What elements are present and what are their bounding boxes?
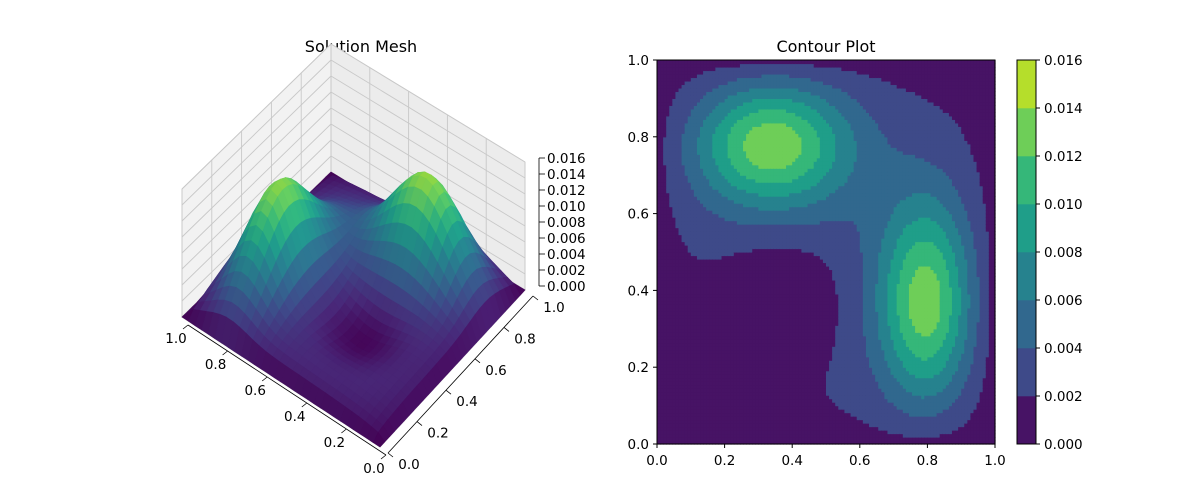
gridline [181, 43, 332, 190]
gridline [330, 91, 526, 211]
y-tick [474, 358, 481, 364]
y-tick-label: 0.6 [485, 363, 506, 379]
gridline [181, 91, 332, 238]
y-tick-label: 1.0 [543, 300, 564, 316]
contour-fill [657, 60, 996, 445]
z-tick-label: 0.014 [547, 167, 586, 183]
surface-plot-panel: Solution Mesh0.00.20.40.60.81.00.00.20.4… [165, 37, 585, 477]
x-tick-label: 0.8 [205, 357, 226, 373]
z-tick-label: 0.004 [547, 247, 586, 263]
gridline [330, 107, 526, 227]
x-tick-label: 0.2 [324, 435, 345, 451]
z-tick-label: 0.008 [547, 215, 586, 231]
surface-mesh [181, 171, 526, 448]
z-tick-label: 0.010 [547, 199, 586, 215]
y-tick-label: 0.2 [427, 426, 448, 442]
x-tick [261, 376, 268, 382]
z-tick-label: 0.016 [547, 151, 586, 167]
gridline [181, 75, 332, 222]
y-tick [503, 327, 510, 332]
x-tick-label: 0.6 [244, 383, 265, 399]
x-tick [380, 454, 387, 460]
contour-title: Contour Plot [776, 37, 875, 56]
y-tick-label: 0.8 [514, 331, 535, 347]
y-tick [532, 295, 539, 301]
x-tick [182, 324, 189, 330]
y-tick-label: 0.4 [456, 394, 477, 410]
y-tick [416, 421, 423, 426]
y-tick [387, 452, 394, 458]
x-tick [301, 402, 308, 408]
x-tick [341, 428, 347, 434]
gridline [330, 75, 526, 195]
y-tick-label: 0.0 [398, 457, 419, 473]
x-tick [222, 350, 228, 356]
gridline [330, 59, 526, 179]
gridline [181, 123, 332, 270]
x-tick-label: 1.0 [165, 331, 186, 347]
gridline [181, 59, 332, 206]
x-tick-label: 0.4 [284, 409, 305, 425]
gridline [181, 107, 332, 254]
z-tick-label: 0.012 [547, 183, 586, 199]
z-tick-label: 0.000 [547, 279, 586, 295]
z-tick-label: 0.002 [547, 263, 586, 279]
z-tick-label: 0.006 [547, 231, 586, 247]
x-tick-label: 0.0 [363, 461, 384, 477]
y-tick [445, 389, 452, 395]
gridline [330, 43, 526, 163]
